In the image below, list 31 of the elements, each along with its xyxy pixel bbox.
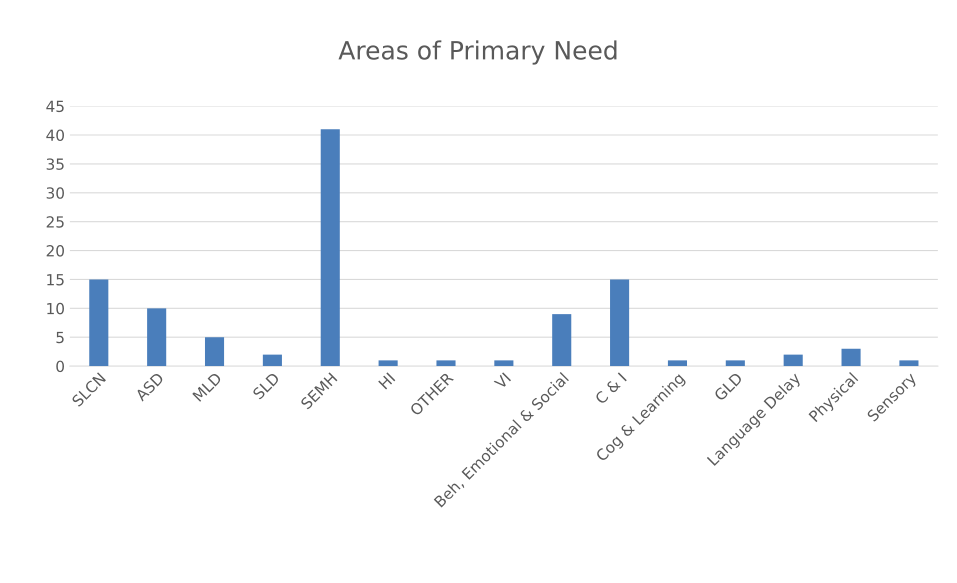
bar: [204, 337, 224, 366]
x-tick-label: VI: [494, 372, 512, 390]
x-tick-label: HI: [378, 372, 396, 390]
y-tick-label: 30: [46, 187, 64, 199]
bar: [552, 314, 572, 366]
bar: [726, 360, 745, 366]
y-tick-label: 10: [47, 302, 64, 314]
bar: [262, 354, 282, 366]
x-tick-label: C & I: [594, 372, 627, 405]
bar: [320, 129, 340, 366]
bar: [784, 354, 803, 366]
y-tick-label: 5: [56, 332, 64, 344]
bar: [899, 360, 918, 366]
y-tick-label: 35: [46, 158, 64, 170]
bar: [668, 360, 688, 366]
bar: [147, 308, 166, 366]
y-tick-label: 25: [46, 216, 64, 228]
bar: [436, 360, 456, 366]
bar: [378, 360, 398, 366]
bar: [842, 348, 861, 366]
x-tick-label: SLD: [252, 372, 280, 400]
chart-title: Areas of Primary Need: [338, 40, 616, 65]
bar: [494, 360, 514, 366]
y-tick-label: 45: [46, 100, 64, 112]
y-tick-label: 20: [46, 245, 64, 257]
bar: [89, 279, 108, 366]
y-tick-label: 0: [56, 360, 64, 372]
y-tick-label: 40: [46, 129, 64, 142]
bar: [610, 279, 630, 366]
y-tick-label: 15: [47, 274, 64, 286]
x-tick-label: GLD: [713, 372, 744, 402]
